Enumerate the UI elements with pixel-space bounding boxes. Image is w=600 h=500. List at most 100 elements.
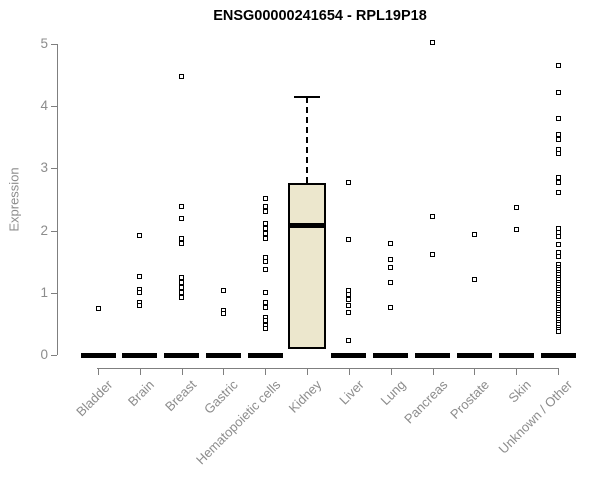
outlier-point [555,136,561,142]
x-category-label: Brain [125,377,158,410]
x-axis-line [97,368,560,369]
outlier-point [471,232,477,238]
zero-median-bar [164,352,200,358]
outlier-point [179,215,185,221]
outlier-point [346,180,352,186]
outlier-point [388,265,394,271]
outlier-point [137,233,143,239]
x-axis-tick [307,368,309,375]
outlier-point [555,189,561,195]
outlier-point [430,40,436,46]
outlier-point [555,63,561,69]
outlier-point [179,279,185,285]
outlier-point [346,337,352,343]
box-iqr [288,182,327,349]
x-category-label: Pancreas [400,377,451,427]
x-axis-tick [516,368,518,375]
outlier-point [262,305,268,311]
zero-median-bar [498,352,534,358]
outlier-point [179,285,185,291]
zero-median-bar [373,352,409,358]
outlier-point [388,256,394,262]
outlier-point [555,90,561,96]
chart-title: ENSG00000241654 - RPL19P18 [213,8,427,24]
outlier-point [555,179,561,185]
outlier-point [555,234,561,240]
x-category-label: Breast [162,377,200,415]
outlier-point [137,303,143,309]
y-axis-line [57,44,58,355]
outlier-point [262,259,268,265]
outlier-point [179,235,185,241]
zero-median-bar [456,352,492,358]
outlier-point [346,236,352,242]
outlier-point [346,296,352,302]
x-category-label: Unknown / Other [496,377,576,457]
outlier-point [220,287,226,293]
x-axis-tick [265,368,267,375]
zero-median-bar [415,352,451,358]
outlier-point [388,240,394,246]
median-line [290,223,325,229]
y-axis-tick [51,230,57,232]
outlier-point [262,220,268,226]
outlier-point [346,309,352,315]
zero-median-bar [122,352,158,358]
y-tick-label: 5 [40,36,48,51]
x-axis-tick [223,368,225,375]
outlier-point [262,225,268,231]
whisker-cap [294,95,321,98]
y-axis-tick [51,106,57,108]
outlier-point [262,290,268,296]
y-axis-tick [51,44,57,45]
outlier-point [388,304,394,310]
outlier-point [262,195,268,201]
x-axis-tick [98,368,99,375]
y-tick-label: 0 [40,347,48,362]
x-axis-tick [348,368,350,375]
zero-median-bar [205,352,241,358]
upper-whisker [306,96,309,183]
outlier-point [262,300,268,306]
y-axis-tick [51,168,57,170]
outlier-point [346,302,352,308]
outlier-point [430,214,436,220]
outlier-point [262,204,268,210]
outlier-point [513,205,519,211]
outlier-point [137,290,143,296]
outlier-point [137,274,143,280]
zero-median-bar [331,352,367,358]
outlier-point [555,150,561,156]
outlier-point [179,204,185,210]
outlier-point [471,277,477,283]
y-axis-tick [51,355,57,356]
y-tick-label: 2 [40,222,48,238]
outlier-point [262,267,268,273]
outlier-point [179,290,185,296]
x-category-label: Skin [505,377,534,406]
outlier-point [179,241,185,247]
y-tick-label: 4 [40,98,48,114]
outlier-point [262,209,268,215]
x-category-label: Kidney [286,377,325,416]
outlier-point [513,226,519,232]
x-axis-tick [474,368,476,375]
x-axis-tick [390,368,392,375]
x-axis-tick [558,368,560,375]
outlier-point [179,73,185,79]
x-category-label: Prostate [447,377,492,422]
outlier-point [220,310,226,316]
outlier-point [430,251,436,257]
y-tick-label: 3 [40,160,48,176]
zero-median-bar [247,352,283,358]
y-axis-tick [51,292,57,294]
x-axis-tick [432,368,434,375]
x-axis-tick [139,368,141,375]
outlier-point [555,254,561,260]
outlier-point [388,279,394,285]
outlier-point [555,329,561,335]
x-category-label: Bladder [73,377,116,420]
y-tick-label: 1 [40,284,48,300]
outlier-point [179,274,185,280]
